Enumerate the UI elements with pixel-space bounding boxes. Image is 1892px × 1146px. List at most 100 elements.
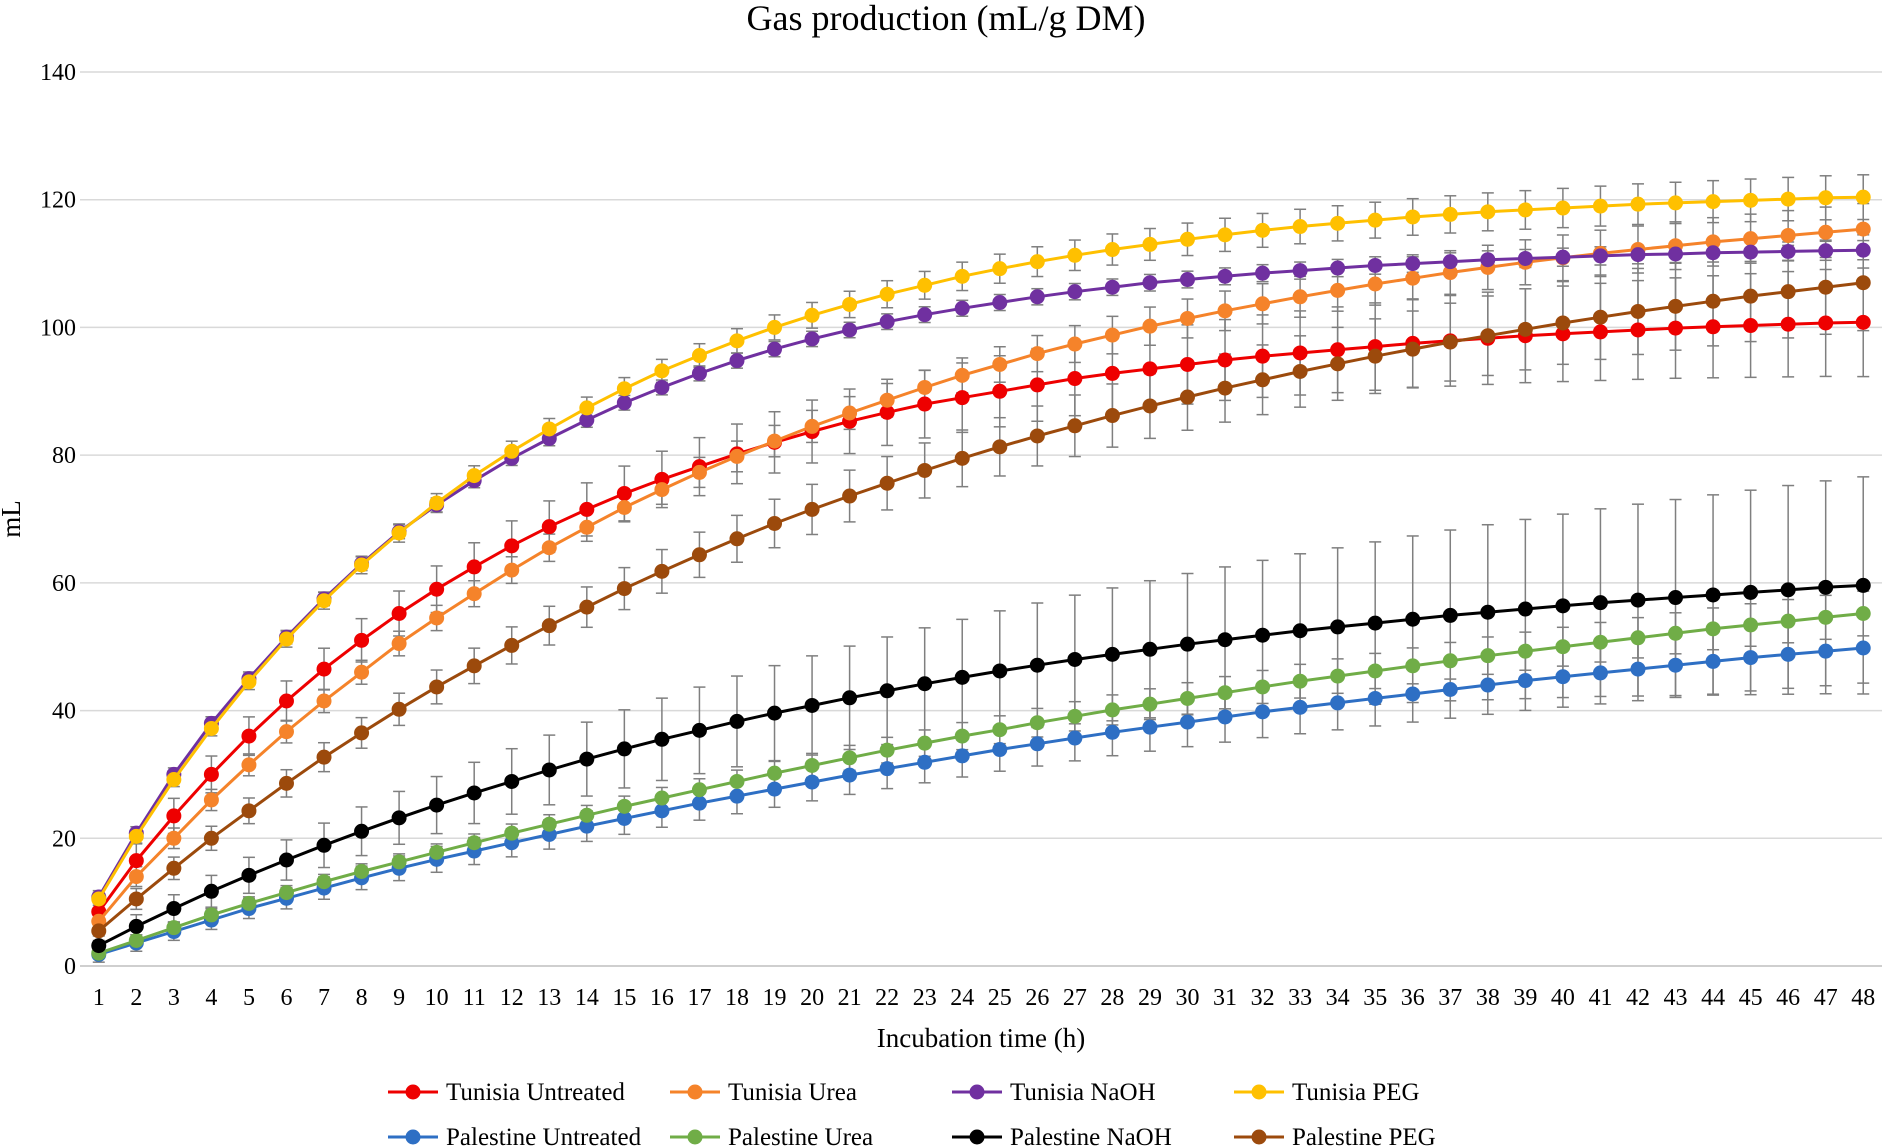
data-point — [616, 741, 632, 757]
data-point — [1818, 243, 1834, 259]
data-point — [1855, 221, 1871, 237]
x-tick-label: 35 — [1363, 985, 1387, 1011]
data-point — [429, 581, 445, 597]
data-point — [1818, 609, 1834, 625]
data-point — [278, 631, 294, 647]
data-point — [1292, 263, 1308, 279]
data-point — [1855, 189, 1871, 205]
data-point — [1217, 380, 1233, 396]
gridlines — [80, 71, 1882, 840]
data-point — [504, 825, 520, 841]
x-tick-label: 40 — [1551, 985, 1575, 1011]
data-point — [1142, 719, 1158, 735]
series-palestine-urea — [91, 606, 1871, 961]
legend-label: Palestine NaOH — [1010, 1124, 1172, 1146]
legend-swatch-marker — [1251, 1129, 1267, 1145]
x-tick-label: 17 — [687, 985, 711, 1011]
data-point — [1592, 198, 1608, 214]
data-point — [1743, 231, 1759, 247]
data-point — [1330, 260, 1346, 276]
data-point — [804, 774, 820, 790]
data-point — [203, 720, 219, 736]
data-point — [1104, 279, 1120, 295]
x-tick-label: 24 — [950, 985, 974, 1011]
x-tick-label: 7 — [318, 985, 330, 1011]
data-point — [1855, 314, 1871, 330]
data-point — [579, 751, 595, 767]
x-tick-label: 2 — [130, 985, 142, 1011]
data-point — [1555, 315, 1571, 331]
data-point — [466, 468, 482, 484]
x-tick-label: 5 — [243, 985, 255, 1011]
series-line — [98, 612, 1864, 955]
y-tick-label: 140 — [40, 60, 76, 86]
data-point — [1442, 681, 1458, 697]
data-point — [166, 901, 182, 917]
data-point — [166, 808, 182, 824]
x-tick-label: 36 — [1401, 985, 1425, 1011]
data-point — [1517, 643, 1533, 659]
data-point — [1217, 685, 1233, 701]
legend-label: Palestine PEG — [1292, 1124, 1436, 1146]
data-point — [691, 365, 707, 381]
data-point — [1743, 650, 1759, 666]
legend-label: Tunisia PEG — [1292, 1079, 1420, 1106]
data-point — [1029, 736, 1045, 752]
y-tick-label: 60 — [52, 571, 76, 597]
data-point — [1855, 640, 1871, 656]
data-point — [1555, 249, 1571, 265]
series-palestine-naoh — [91, 577, 1871, 954]
data-point — [1255, 296, 1271, 312]
data-point — [579, 807, 595, 823]
data-point — [1705, 194, 1721, 210]
series-line — [97, 320, 1864, 913]
data-point — [992, 722, 1008, 738]
data-point — [1255, 222, 1271, 238]
data-point — [504, 443, 520, 459]
data-point — [954, 268, 970, 284]
data-point — [992, 261, 1008, 277]
data-point — [1179, 690, 1195, 706]
x-tick-label: 19 — [763, 985, 787, 1011]
data-point — [1818, 190, 1834, 206]
data-point — [203, 830, 219, 846]
data-point — [729, 713, 745, 729]
data-point — [1067, 708, 1083, 724]
data-point — [579, 501, 595, 517]
x-tick-label: 11 — [463, 985, 486, 1011]
data-point — [1142, 398, 1158, 414]
data-point — [1179, 714, 1195, 730]
data-point — [1442, 265, 1458, 281]
data-point — [1517, 250, 1533, 266]
data-point — [354, 557, 370, 573]
legend-swatch-marker — [687, 1084, 703, 1100]
x-tick-label: 6 — [280, 985, 292, 1011]
data-point — [879, 404, 895, 420]
legend-item: Tunisia Urea — [670, 1079, 857, 1106]
data-point — [1592, 595, 1608, 611]
data-point — [1705, 293, 1721, 309]
data-point — [466, 785, 482, 801]
x-tick-label: 38 — [1476, 985, 1500, 1011]
data-point — [278, 852, 294, 868]
data-point — [128, 918, 144, 934]
series-tunisia-peg — [91, 189, 1871, 907]
data-point — [1442, 206, 1458, 222]
legend-item: Tunisia Untreated — [388, 1079, 625, 1106]
data-point — [1104, 242, 1120, 258]
data-point — [1405, 270, 1421, 286]
data-point — [917, 735, 933, 751]
data-point — [616, 810, 632, 826]
data-point — [842, 690, 858, 706]
data-point — [1480, 648, 1496, 664]
data-point — [1142, 696, 1158, 712]
data-point — [1592, 248, 1608, 264]
data-point — [1818, 279, 1834, 295]
y-tick-label: 40 — [52, 699, 76, 725]
data-point — [166, 920, 182, 936]
data-point — [278, 885, 294, 901]
data-point — [729, 788, 745, 804]
data-point — [1668, 246, 1684, 262]
data-point — [1367, 257, 1383, 273]
data-point — [1630, 592, 1646, 608]
